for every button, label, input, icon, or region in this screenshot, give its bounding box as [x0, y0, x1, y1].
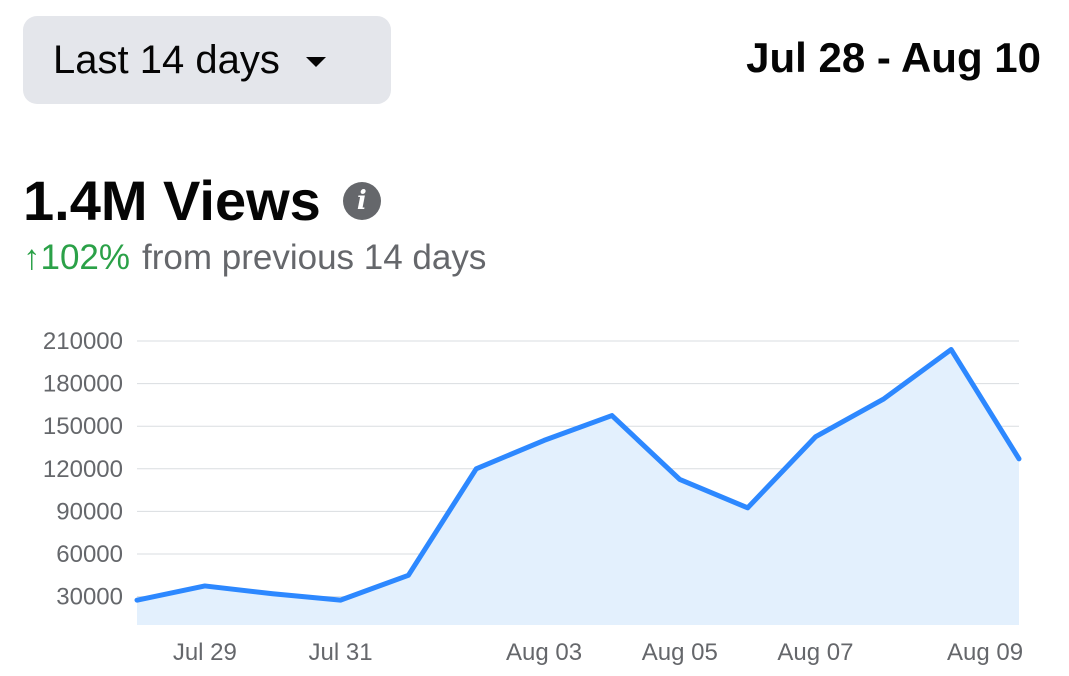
y-tick-label: 210000: [43, 328, 123, 355]
date-range-text: Jul 28 - Aug 10: [746, 34, 1041, 81]
area-fill: [137, 349, 1019, 625]
date-range-dropdown-label: Last 14 days: [53, 37, 280, 82]
y-tick-label: 120000: [43, 456, 123, 483]
x-tick-label: Aug 09: [947, 639, 1023, 666]
x-tick-label: Aug 07: [777, 639, 853, 666]
x-tick-label: Aug 05: [642, 639, 718, 666]
y-tick-label: 60000: [56, 541, 123, 568]
y-tick-label: 90000: [56, 498, 123, 525]
series-line: [134, 347, 1022, 603]
x-tick-label: Aug 03: [506, 639, 582, 666]
y-tick-label: 150000: [43, 413, 123, 440]
caret-down-icon: [305, 57, 326, 67]
change-suffix: from previous 14 days: [142, 238, 487, 277]
info-icon[interactable]: i: [342, 181, 381, 220]
metric-header: 1.4M Views i: [23, 168, 381, 233]
y-tick-label: 30000: [56, 584, 123, 611]
views-line-chart: 30000 60000 90000 120000 150000 180000 210000 J…: [43, 328, 1023, 666]
change-summary: ↑102% from previous 14 days: [23, 238, 486, 278]
date-range-dropdown[interactable]: Last 14 days: [23, 16, 391, 104]
views-metric: 1.4M Views: [23, 169, 321, 232]
y-tick-label: 180000: [43, 371, 123, 398]
change-delta: ↑102%: [23, 238, 131, 277]
x-tick-label: Jul 31: [309, 639, 373, 666]
x-tick-label: Jul 29: [173, 639, 237, 666]
